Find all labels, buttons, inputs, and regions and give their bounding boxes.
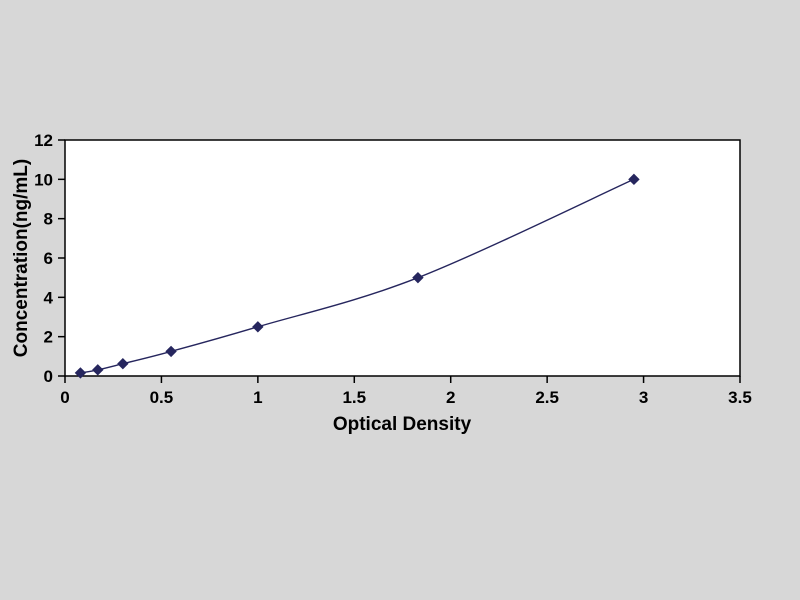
- data-point-marker: [74, 367, 87, 379]
- plot-area: [64, 139, 741, 377]
- x-tick-label: 3: [639, 388, 648, 407]
- y-tick-label: 2: [44, 328, 53, 347]
- y-tick-label: 10: [34, 170, 53, 189]
- data-point-marker: [252, 321, 264, 333]
- x-tick-label: 2: [446, 388, 455, 407]
- plot-layer: 0 0.5 1 1.5 2 2.5 3 3.5 0 2 4 6 8 10 12: [34, 131, 752, 407]
- y-tick-label: 4: [44, 288, 54, 307]
- y-tick-label: 8: [44, 210, 53, 229]
- y-axis-title: Concentration(ng/mL): [11, 159, 32, 357]
- data-point-marker: [117, 358, 129, 370]
- x-tick-label: 1: [253, 388, 262, 407]
- data-point-marker: [92, 364, 104, 376]
- x-tick-label: 1.5: [342, 388, 366, 407]
- x-tick-label: 3.5: [728, 388, 752, 407]
- y-tick-label: 12: [34, 131, 53, 150]
- x-tick-label: 0.5: [150, 388, 174, 407]
- data-point-marker: [412, 271, 424, 284]
- data-point-marker: [165, 345, 177, 358]
- x-tick-label: 2.5: [535, 388, 559, 407]
- y-tick-label: 0: [44, 367, 53, 386]
- x-tick-label: 0: [60, 388, 69, 407]
- data-point-marker: [628, 173, 640, 186]
- x-axis-title: Optical Density: [333, 414, 472, 435]
- y-tick-label: 6: [44, 249, 53, 268]
